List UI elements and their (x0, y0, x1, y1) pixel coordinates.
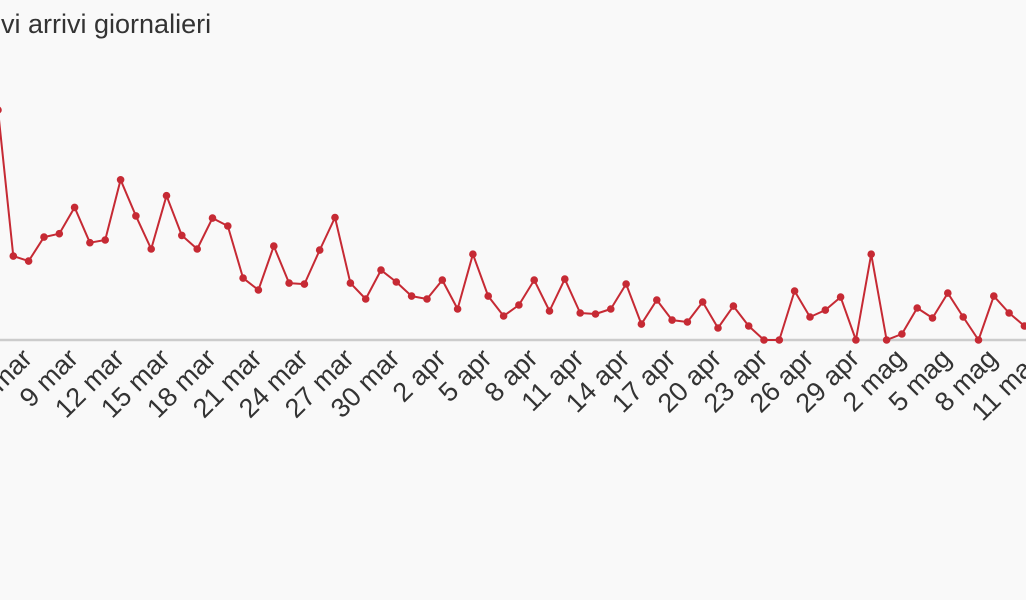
data-point (224, 222, 232, 230)
data-point (637, 320, 646, 328)
data-point (653, 296, 661, 304)
data-point (55, 229, 64, 238)
data-point (607, 305, 615, 313)
data-point (545, 307, 554, 315)
data-point (668, 316, 676, 324)
data-point (86, 238, 94, 247)
x-tick-label: 5 apr (433, 343, 498, 408)
data-point (407, 292, 416, 300)
data-point (193, 245, 201, 253)
data-point (867, 250, 875, 258)
data-point (882, 336, 891, 344)
data-point (377, 266, 385, 274)
data-point (361, 295, 370, 303)
data-point (101, 236, 109, 244)
data-point (239, 274, 247, 282)
data-point (928, 314, 937, 322)
data-point (40, 233, 48, 241)
data-point (576, 309, 584, 317)
data-point (760, 336, 768, 344)
data-point (913, 304, 921, 312)
data-point (24, 257, 33, 265)
data-point (285, 279, 293, 287)
data-point (300, 280, 309, 288)
data-point (346, 279, 355, 287)
data-point (132, 212, 140, 220)
chart-title: ovi arrivi giornalieri (0, 9, 212, 39)
data-point (561, 275, 569, 283)
data-point (683, 318, 692, 326)
data-point (530, 276, 538, 284)
data-point (423, 295, 431, 303)
data-point (714, 324, 722, 332)
data-point (790, 287, 799, 295)
series-line (0, 119, 1026, 341)
data-point (729, 302, 738, 310)
data-point (698, 298, 707, 306)
data-point (821, 306, 830, 314)
data-point (208, 214, 217, 222)
data-point (9, 252, 18, 260)
data-point (469, 250, 477, 258)
data-point (974, 336, 983, 344)
data-point (392, 278, 401, 286)
data-point (116, 176, 125, 184)
data-point (254, 286, 263, 294)
data-point (515, 301, 523, 309)
data-point (484, 292, 493, 300)
data-point (944, 289, 952, 297)
data-point (270, 242, 278, 250)
data-point (806, 313, 814, 321)
data-point (178, 231, 186, 240)
x-tick-label: 2 apr (387, 343, 452, 408)
data-point (990, 292, 998, 300)
data-point (331, 213, 339, 222)
data-point (836, 293, 845, 301)
data-point (499, 312, 508, 320)
data-point (959, 313, 967, 321)
data-point (315, 246, 324, 254)
data-point (1020, 322, 1026, 330)
data-point (453, 305, 462, 313)
data-point (0, 106, 2, 114)
data-point (1005, 309, 1013, 317)
data-point (70, 203, 79, 212)
data-point (622, 280, 630, 288)
data-point (775, 336, 784, 344)
data-point (438, 276, 447, 284)
data-point (852, 336, 860, 344)
data-point (162, 191, 171, 200)
data-point (147, 245, 155, 253)
data-point (591, 310, 600, 318)
data-point (744, 322, 753, 330)
data-point (898, 330, 906, 338)
data-points (0, 106, 1026, 344)
